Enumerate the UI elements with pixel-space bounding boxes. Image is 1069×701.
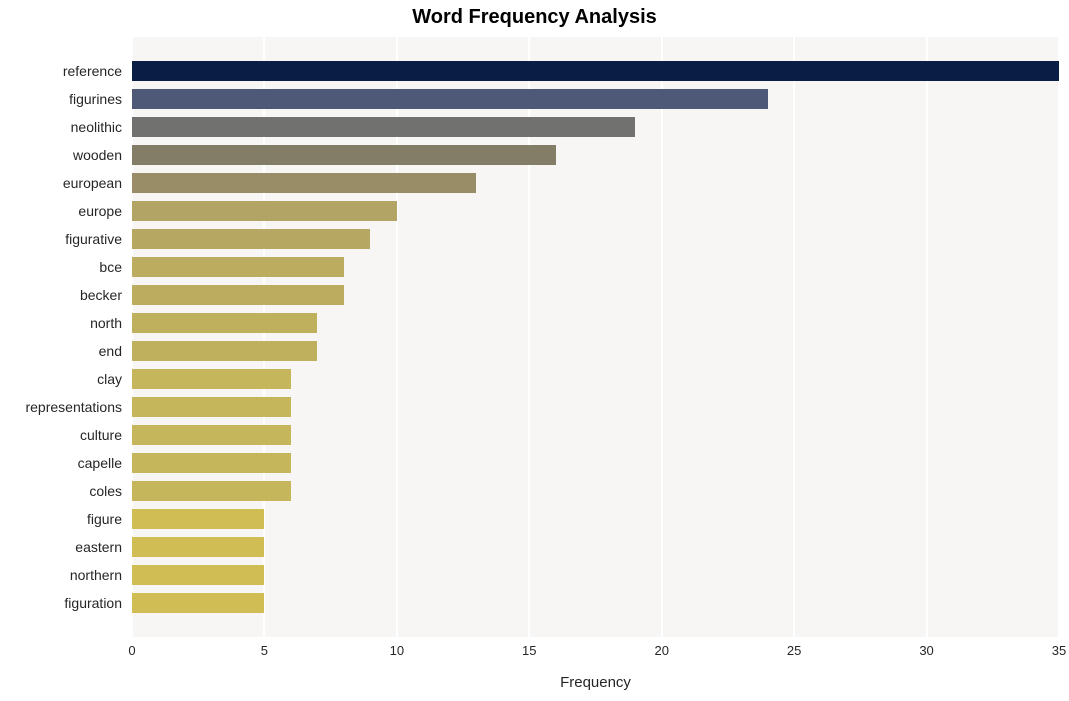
bar (132, 313, 317, 333)
plot-area: referencefigurinesneolithicwoodeneuropea… (132, 37, 1059, 637)
bar-row: figurines (132, 85, 1059, 113)
bar (132, 145, 556, 165)
bar-row: wooden (132, 141, 1059, 169)
bar (132, 229, 370, 249)
bar (132, 285, 344, 305)
x-ticks: 05101520253035 (132, 643, 1059, 667)
y-tick-label: figurines (69, 91, 132, 107)
bar (132, 397, 291, 417)
bar (132, 425, 291, 445)
y-tick-label: neolithic (71, 119, 132, 135)
y-tick-label: figurative (65, 231, 132, 247)
y-tick-label: eastern (75, 539, 132, 555)
bar (132, 509, 264, 529)
bar (132, 201, 397, 221)
bar (132, 61, 1059, 81)
bar-row: becker (132, 281, 1059, 309)
bar (132, 257, 344, 277)
bar-row: european (132, 169, 1059, 197)
bar-row: culture (132, 421, 1059, 449)
y-tick-label: reference (63, 63, 132, 79)
bar-row: neolithic (132, 113, 1059, 141)
bar (132, 481, 291, 501)
bar-row: europe (132, 197, 1059, 225)
bars-layer: referencefigurinesneolithicwoodeneuropea… (132, 57, 1059, 617)
y-tick-label: north (90, 315, 132, 331)
bar-row: figure (132, 505, 1059, 533)
x-axis-label: Frequency (132, 674, 1059, 691)
y-tick-label: culture (80, 427, 132, 443)
x-tick-label: 5 (261, 643, 268, 658)
bar (132, 341, 317, 361)
bar-row: reference (132, 57, 1059, 85)
bar (132, 117, 635, 137)
bar-row: coles (132, 477, 1059, 505)
bar (132, 537, 264, 557)
y-tick-label: end (99, 343, 132, 359)
bar-row: north (132, 309, 1059, 337)
x-tick-label: 10 (390, 643, 404, 658)
bar-row: capelle (132, 449, 1059, 477)
bar-row: northern (132, 561, 1059, 589)
y-tick-label: representations (25, 399, 132, 415)
y-tick-label: northern (70, 567, 132, 583)
bar (132, 173, 476, 193)
bar-row: end (132, 337, 1059, 365)
x-tick-label: 15 (522, 643, 536, 658)
y-tick-label: figure (87, 511, 132, 527)
y-tick-label: capelle (78, 455, 132, 471)
y-tick-label: europe (78, 203, 132, 219)
x-tick-label: 25 (787, 643, 801, 658)
y-tick-label: becker (80, 287, 132, 303)
bar-row: figurative (132, 225, 1059, 253)
x-tick-label: 30 (919, 643, 933, 658)
bar-row: representations (132, 393, 1059, 421)
bar-row: bce (132, 253, 1059, 281)
y-tick-label: coles (89, 483, 132, 499)
chart-title: Word Frequency Analysis (0, 6, 1069, 29)
bar (132, 453, 291, 473)
bar (132, 369, 291, 389)
y-tick-label: wooden (73, 147, 132, 163)
bar (132, 593, 264, 613)
bar (132, 89, 768, 109)
x-tick-label: 20 (654, 643, 668, 658)
x-tick-label: 0 (128, 643, 135, 658)
x-tick-label: 35 (1052, 643, 1066, 658)
y-tick-label: european (63, 175, 132, 191)
bar (132, 565, 264, 585)
y-tick-label: clay (97, 371, 132, 387)
y-tick-label: bce (99, 259, 132, 275)
y-tick-label: figuration (64, 595, 132, 611)
bar-row: figuration (132, 589, 1059, 617)
bar-row: eastern (132, 533, 1059, 561)
word-frequency-chart: Word Frequency Analysis referencefigurin… (0, 0, 1069, 701)
bar-row: clay (132, 365, 1059, 393)
